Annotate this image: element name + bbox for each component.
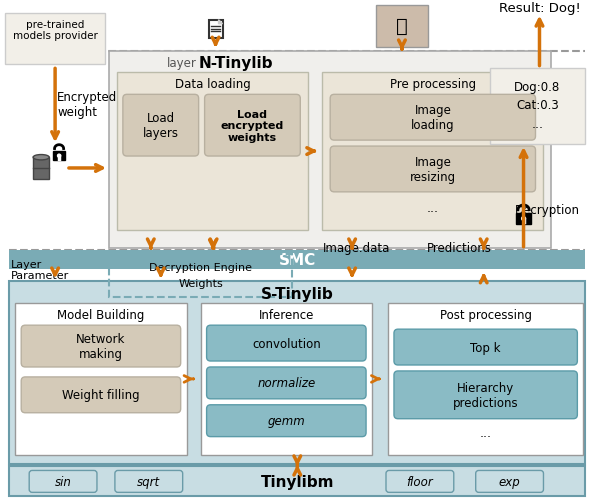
Text: layer: layer — [167, 57, 197, 70]
Text: sqrt: sqrt — [137, 475, 160, 488]
FancyBboxPatch shape — [21, 326, 181, 367]
FancyBboxPatch shape — [330, 147, 536, 192]
Circle shape — [522, 217, 526, 221]
Text: Load
encrypted
weights: Load encrypted weights — [221, 109, 284, 142]
Text: Data loading: Data loading — [175, 78, 251, 91]
Polygon shape — [219, 21, 223, 25]
Bar — [516, 213, 530, 224]
Text: Image
resizing: Image resizing — [410, 156, 456, 183]
Text: Hierarchy
predictions: Hierarchy predictions — [453, 381, 519, 409]
Text: S-Tinylib: S-Tinylib — [261, 286, 334, 301]
Circle shape — [58, 155, 61, 158]
Text: Top k: Top k — [470, 341, 501, 354]
Text: Weights: Weights — [178, 279, 223, 289]
FancyBboxPatch shape — [204, 95, 301, 157]
Text: convolution: convolution — [252, 337, 321, 350]
Text: ...: ... — [480, 426, 492, 439]
Text: sin: sin — [55, 475, 71, 488]
Text: Weight filling: Weight filling — [62, 389, 140, 401]
Text: normalize: normalize — [257, 377, 315, 390]
Text: Predictions: Predictions — [427, 241, 492, 255]
Bar — [10, 282, 585, 464]
FancyBboxPatch shape — [394, 330, 577, 365]
Bar — [208, 21, 223, 39]
FancyBboxPatch shape — [29, 470, 97, 492]
Text: Pre processing: Pre processing — [390, 78, 476, 91]
Ellipse shape — [33, 155, 49, 161]
Bar — [201, 304, 372, 454]
Text: Layer
Parameter: Layer Parameter — [11, 259, 69, 281]
Text: pre-trained
models provider: pre-trained models provider — [12, 20, 97, 42]
Text: Post processing: Post processing — [440, 308, 532, 321]
Text: Inference: Inference — [258, 308, 314, 321]
Bar — [5, 14, 105, 65]
Text: Decryption: Decryption — [515, 204, 580, 217]
Text: Image.data: Image.data — [323, 241, 390, 255]
FancyBboxPatch shape — [394, 371, 577, 419]
Bar — [109, 254, 292, 298]
Bar — [10, 466, 585, 496]
Bar — [117, 73, 308, 230]
FancyBboxPatch shape — [115, 470, 183, 492]
Text: ...: ... — [532, 117, 544, 130]
Bar — [376, 6, 428, 48]
FancyBboxPatch shape — [207, 326, 366, 361]
Text: Network
making: Network making — [76, 333, 126, 360]
Text: gemm: gemm — [267, 414, 305, 427]
FancyBboxPatch shape — [123, 95, 198, 157]
Bar — [109, 52, 551, 248]
Text: Image
loading: Image loading — [411, 104, 454, 132]
FancyBboxPatch shape — [476, 470, 544, 492]
Text: SMC: SMC — [279, 253, 316, 268]
Text: ...: ... — [427, 202, 439, 215]
FancyBboxPatch shape — [207, 367, 366, 399]
Text: Cat:0.3: Cat:0.3 — [516, 99, 559, 112]
Bar — [33, 158, 49, 179]
Bar — [53, 152, 65, 161]
Text: Decryption Engine: Decryption Engine — [149, 263, 252, 273]
Text: Load
layers: Load layers — [143, 112, 179, 140]
Text: Model Building: Model Building — [57, 308, 144, 321]
Bar — [15, 304, 187, 454]
FancyBboxPatch shape — [207, 405, 366, 437]
Text: exp: exp — [499, 475, 520, 488]
Bar — [489, 69, 585, 145]
Text: floor: floor — [406, 475, 433, 488]
Text: Tinylibm: Tinylibm — [261, 474, 334, 489]
FancyBboxPatch shape — [21, 377, 181, 413]
Text: Dog:0.8: Dog:0.8 — [514, 81, 561, 94]
Bar — [322, 73, 544, 230]
Text: 🐶: 🐶 — [396, 17, 408, 36]
FancyBboxPatch shape — [330, 95, 536, 141]
Text: Result: Dog!: Result: Dog! — [498, 3, 580, 15]
Text: Encrypted
weight: Encrypted weight — [57, 91, 118, 119]
Bar — [388, 304, 583, 454]
Text: N-Tinylib: N-Tinylib — [198, 56, 273, 71]
FancyBboxPatch shape — [386, 470, 454, 492]
Bar — [10, 250, 585, 270]
